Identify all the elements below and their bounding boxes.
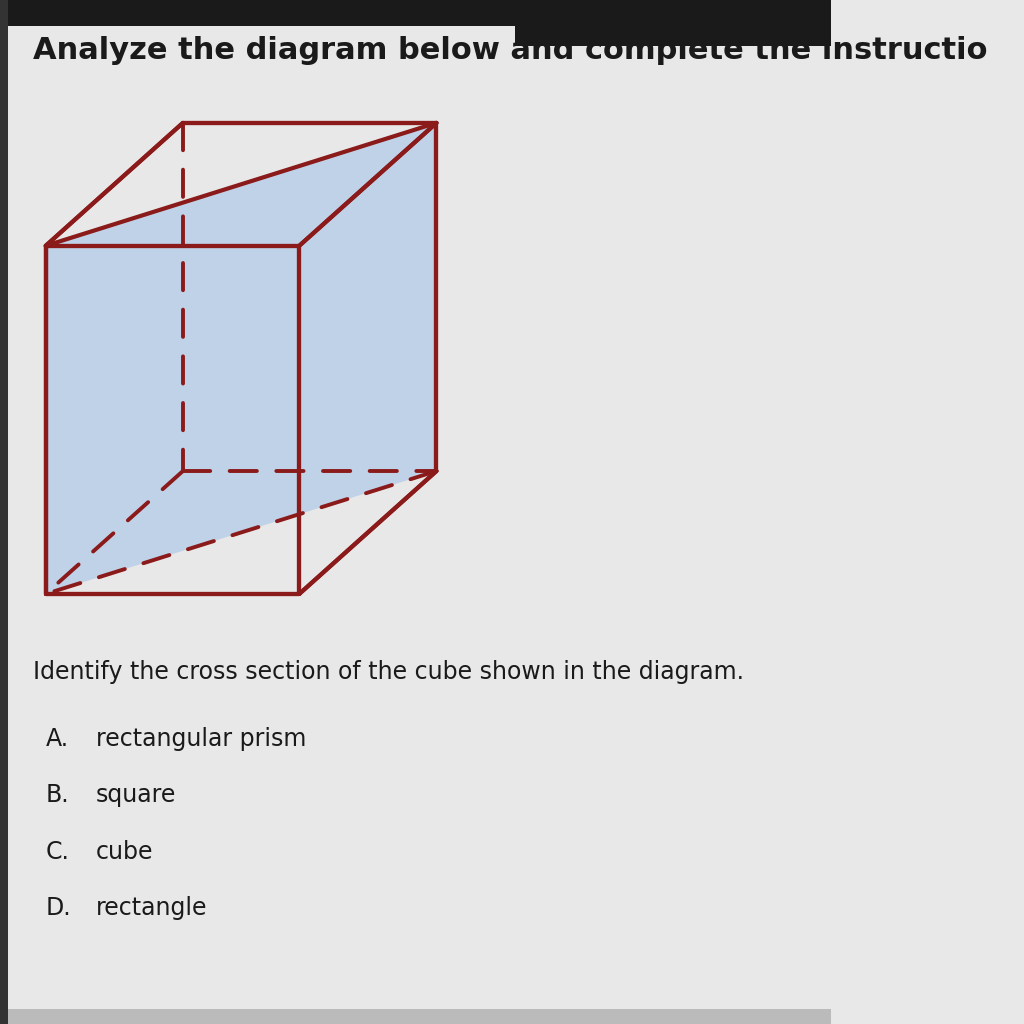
Bar xyxy=(0,1009,831,1024)
Text: C.: C. xyxy=(46,840,70,863)
Text: square: square xyxy=(95,783,176,807)
Polygon shape xyxy=(46,123,436,594)
Bar xyxy=(0,0,831,26)
Text: D.: D. xyxy=(46,896,72,920)
Text: B.: B. xyxy=(46,783,70,807)
Text: rectangle: rectangle xyxy=(95,896,207,920)
Text: Identify the cross section of the cube shown in the diagram.: Identify the cross section of the cube s… xyxy=(33,660,744,684)
Text: A.: A. xyxy=(46,727,69,751)
Bar xyxy=(0,0,8,1024)
Text: rectangular prism: rectangular prism xyxy=(95,727,306,751)
Text: cube: cube xyxy=(95,840,154,863)
Bar xyxy=(515,0,831,46)
Text: Analyze the diagram below and complete the instructio: Analyze the diagram below and complete t… xyxy=(33,36,988,65)
